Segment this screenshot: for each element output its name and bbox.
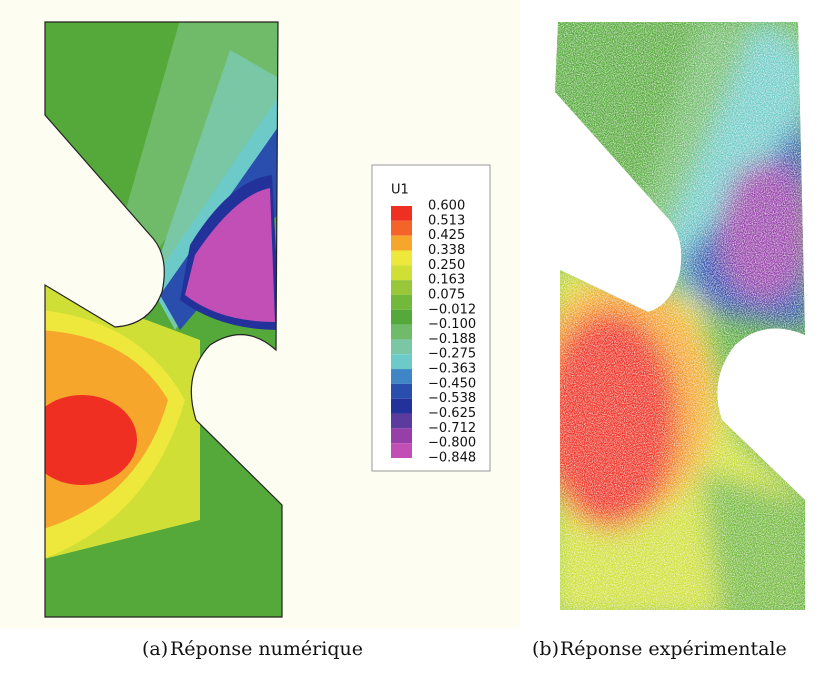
legend-label: 0.425 [428, 228, 465, 243]
legend-swatch [391, 265, 412, 281]
legend-swatch [391, 398, 412, 414]
legend-swatch [391, 354, 412, 370]
legend-swatch [391, 235, 412, 251]
experimental-field [555, 22, 805, 610]
legend-label: 0.163 [428, 273, 465, 288]
legend-label: −0.012 [428, 302, 476, 317]
legend-swatch [391, 369, 412, 384]
legend-swatch [391, 294, 412, 310]
legend-swatch [391, 309, 412, 325]
numerical-field [45, 22, 282, 617]
legend-swatch [391, 220, 412, 236]
legend-swatch [391, 383, 412, 399]
legend-label: −0.100 [428, 317, 476, 332]
specimen-outline [44, 21, 283, 618]
legend-label: −0.800 [428, 436, 476, 451]
legend-label: 0.513 [428, 213, 465, 228]
legend: 0.6000.5130.4250.3380.2500.1630.075−0.01… [391, 199, 476, 466]
caption-text: Réponse expérimentale [560, 638, 787, 660]
caption-tag: (b) [532, 638, 559, 660]
legend-swatch [391, 206, 412, 221]
legend-swatch [391, 250, 412, 266]
legend-swatch [391, 280, 412, 295]
legend-label: −0.188 [428, 332, 476, 347]
legend-label: 0.338 [428, 243, 465, 258]
legend-label: 0.075 [428, 287, 465, 302]
legend-label: −0.275 [428, 347, 476, 362]
legend-label: −0.538 [428, 391, 476, 406]
legend-label: −0.712 [428, 421, 476, 436]
legend-swatch [391, 443, 412, 458]
legend-swatch [391, 339, 412, 355]
legend-swatch [391, 413, 412, 429]
legend-label: −0.450 [428, 376, 476, 391]
legend-swatch [391, 324, 412, 340]
caption-tag: (a) [142, 638, 168, 660]
legend-title: U1 [391, 183, 409, 198]
legend-label: −0.363 [428, 362, 476, 377]
legend-label: 0.250 [428, 258, 465, 273]
legend-label: −0.848 [428, 451, 476, 466]
legend-label: 0.600 [428, 199, 465, 214]
captions: (a) Réponse numérique (b) Réponse expérimen… [142, 638, 787, 660]
legend-swatch [391, 428, 412, 444]
caption-text: Réponse numérique [170, 638, 363, 660]
legend-label: −0.625 [428, 406, 476, 421]
